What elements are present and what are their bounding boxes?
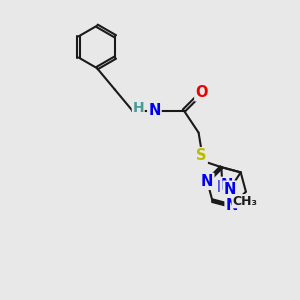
Text: N: N bbox=[224, 182, 236, 196]
Text: H: H bbox=[132, 101, 144, 115]
Text: N: N bbox=[226, 198, 238, 213]
Text: N: N bbox=[216, 180, 229, 195]
Text: O: O bbox=[195, 85, 208, 100]
Text: N: N bbox=[201, 174, 213, 189]
Text: N: N bbox=[148, 103, 160, 118]
Text: N: N bbox=[221, 178, 233, 193]
Text: S: S bbox=[196, 148, 207, 163]
Text: CH₃: CH₃ bbox=[232, 195, 257, 208]
